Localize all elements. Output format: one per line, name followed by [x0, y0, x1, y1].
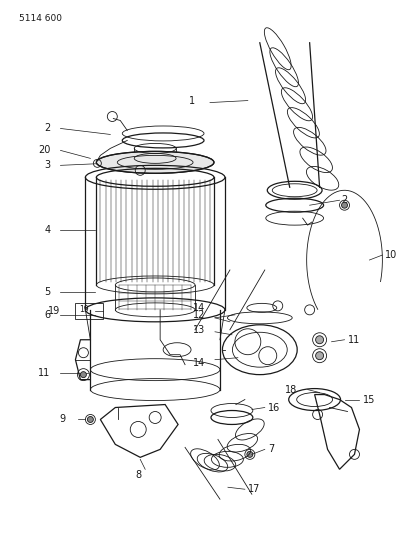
Text: 20: 20: [38, 146, 51, 156]
Circle shape: [341, 202, 348, 208]
Text: 19: 19: [80, 305, 89, 314]
Text: 6: 6: [44, 310, 51, 320]
Text: 11: 11: [38, 368, 51, 378]
Text: 14: 14: [193, 358, 205, 368]
Bar: [75, 303, 103, 319]
Text: 7: 7: [268, 445, 274, 454]
Circle shape: [80, 372, 86, 377]
Ellipse shape: [96, 151, 214, 173]
Text: 9: 9: [59, 415, 65, 424]
Text: 16: 16: [268, 402, 280, 413]
Circle shape: [87, 416, 93, 423]
Text: 1: 1: [189, 95, 195, 106]
Text: 14: 14: [193, 303, 205, 313]
Text: 13: 13: [193, 325, 205, 335]
Text: 10: 10: [386, 250, 398, 260]
Text: 8: 8: [135, 470, 141, 480]
Text: 2: 2: [44, 124, 51, 133]
Text: 19: 19: [48, 306, 60, 316]
Text: 17: 17: [248, 484, 260, 494]
Text: 15: 15: [362, 394, 375, 405]
Text: 4: 4: [44, 225, 51, 235]
Text: 3: 3: [44, 160, 51, 171]
Circle shape: [316, 336, 324, 344]
Circle shape: [316, 352, 324, 360]
Text: 12: 12: [193, 310, 205, 320]
Text: 2: 2: [341, 195, 348, 205]
Text: 5: 5: [44, 287, 51, 297]
Text: 5114 600: 5114 600: [19, 14, 62, 23]
Text: 18: 18: [286, 385, 298, 394]
Circle shape: [247, 451, 253, 457]
Text: 11: 11: [348, 335, 360, 345]
